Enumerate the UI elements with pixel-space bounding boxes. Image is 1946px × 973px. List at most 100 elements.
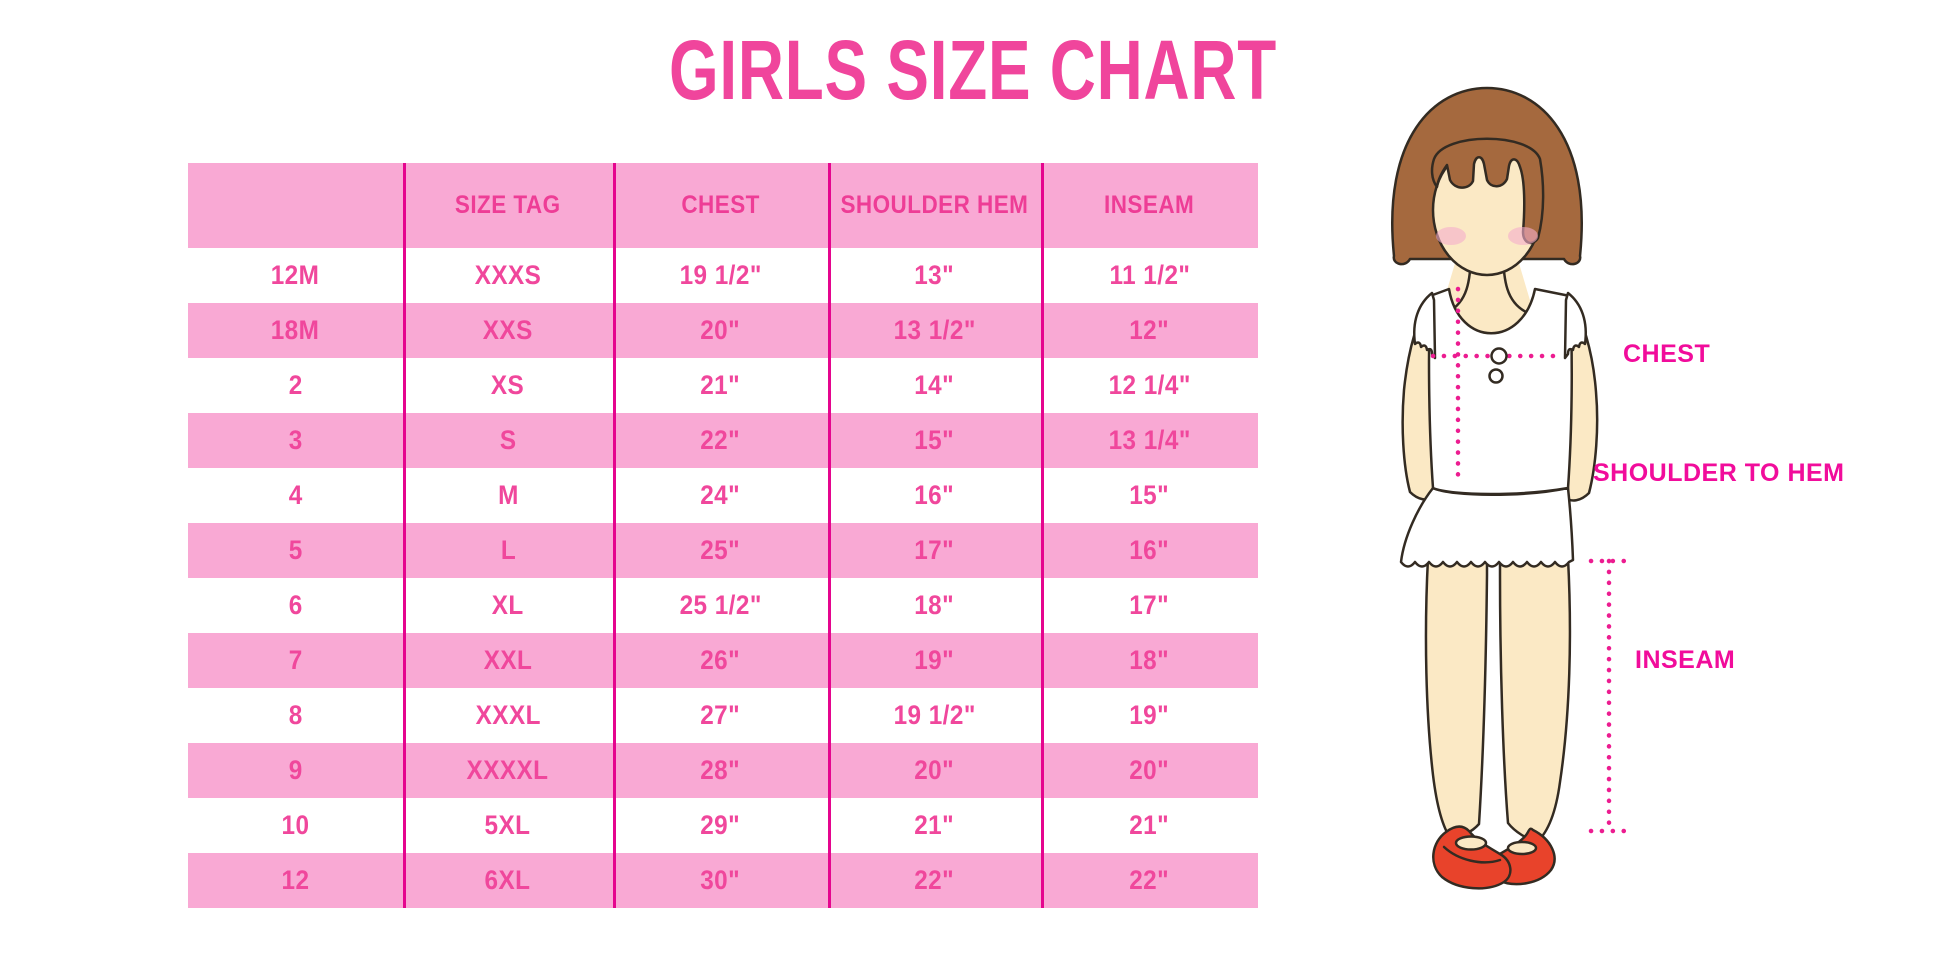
table-row: 12M XXXS 19 1/2" 13" 11 1/2" xyxy=(188,248,1258,303)
table-row: 2 XS 21" 14" 12 1/4" xyxy=(188,358,1258,413)
table-cell: 28" xyxy=(700,755,741,785)
table-row: 10 5XL 29" 21" 21" xyxy=(188,798,1258,853)
table-cell: 25 1/2" xyxy=(679,590,762,620)
table-cell: 15" xyxy=(1129,480,1170,510)
table-cell: 27" xyxy=(700,700,741,730)
table-cell: L xyxy=(500,535,516,565)
table-cell: 5 xyxy=(288,535,303,565)
shoulder-to-hem-measurement-label: SHOULDER TO HEM xyxy=(1593,459,1845,487)
table-cell: 7 xyxy=(288,645,303,675)
table-header-cell: INSEAM xyxy=(1104,191,1195,219)
table-cell: 14" xyxy=(914,370,955,400)
table-cell: 18" xyxy=(914,590,955,620)
table-cell: 19" xyxy=(1129,700,1170,730)
table-cell: 15" xyxy=(914,425,955,455)
table-cell: 18" xyxy=(1129,645,1170,675)
table-cell: 18M xyxy=(271,315,320,345)
column-divider xyxy=(403,163,406,908)
table-cell: 16" xyxy=(1129,535,1170,565)
table-cell: 30" xyxy=(700,865,741,895)
table-cell: 3 xyxy=(288,425,303,455)
table-cell: XL xyxy=(492,590,524,620)
table-cell: 24" xyxy=(700,480,741,510)
table-row: 9 XXXXL 28" 20" 20" xyxy=(188,743,1258,798)
table-cell: 12 xyxy=(281,865,310,895)
hair-bangs xyxy=(1430,137,1545,245)
table-cell: 12M xyxy=(271,260,320,290)
table-cell: 21" xyxy=(1129,810,1170,840)
table-cell: 20" xyxy=(700,315,741,345)
table-cell: 13 1/4" xyxy=(1108,425,1191,455)
table-cell: 6XL xyxy=(485,865,531,895)
inseam-measurement-label: INSEAM xyxy=(1635,646,1736,674)
table-cell: 20" xyxy=(1129,755,1170,785)
table-row: 7 XXL 26" 19" 18" xyxy=(188,633,1258,688)
table-cell: 20" xyxy=(914,755,955,785)
left-shoe xyxy=(1432,825,1512,890)
table-row: 6 XL 25 1/2" 18" 17" xyxy=(188,578,1258,633)
girl-illustration-svg xyxy=(1391,86,1629,890)
table-cell: 9 xyxy=(288,755,303,785)
left-leg xyxy=(1424,556,1489,841)
table-cell: 13 1/2" xyxy=(893,315,976,345)
left-foot xyxy=(1454,835,1488,851)
table-cell: 10 xyxy=(281,810,310,840)
table-header-cell xyxy=(188,163,403,248)
page-title-text: GIRLS SIZE CHART xyxy=(668,23,1277,117)
table-cell: 25" xyxy=(700,535,741,565)
table-cell: XXS xyxy=(483,315,533,345)
table-header-cell: SIZE TAG xyxy=(455,191,561,219)
table-cell: 19" xyxy=(914,645,955,675)
column-divider xyxy=(828,163,831,908)
table-cell: 19 1/2" xyxy=(679,260,762,290)
table-cell: 11 1/2" xyxy=(1109,260,1190,290)
table-row: 4 M 24" 16" 15" xyxy=(188,468,1258,523)
table-cell: 6 xyxy=(288,590,303,620)
table-cell: 29" xyxy=(700,810,741,840)
table-cell: M xyxy=(497,480,519,510)
table-cell: 21" xyxy=(700,370,741,400)
table-header-cell: CHEST xyxy=(681,191,760,219)
table-cell: 16" xyxy=(914,480,955,510)
table-cell: 4 xyxy=(288,480,303,510)
table-cell: XS xyxy=(491,370,525,400)
top-button xyxy=(1490,347,1508,365)
column-divider xyxy=(1041,163,1044,908)
table-header-cell: SHOULDER HEM xyxy=(840,191,1029,219)
left-shoulder-ruffle xyxy=(1413,291,1437,360)
table-cell: XXL xyxy=(483,645,533,675)
table-cell: 12 1/4" xyxy=(1108,370,1191,400)
table-cell: 22" xyxy=(914,865,955,895)
bodice xyxy=(1427,287,1573,496)
table-cell: 21" xyxy=(914,810,955,840)
right-leg xyxy=(1498,556,1572,844)
table-row: 3 S 22" 15" 13 1/4" xyxy=(188,413,1258,468)
table-cell: 5XL xyxy=(485,810,531,840)
right-shoulder-ruffle xyxy=(1563,291,1587,360)
table-cell: 22" xyxy=(1129,865,1170,895)
left-blush xyxy=(1436,227,1466,245)
table-cell: XXXS xyxy=(474,260,542,290)
table-cell: XXXL xyxy=(475,700,541,730)
table-cell: 12" xyxy=(1129,315,1170,345)
table-cell: 22" xyxy=(700,425,741,455)
column-divider xyxy=(613,163,616,908)
table-cell: 8 xyxy=(288,700,303,730)
table-cell: S xyxy=(499,425,517,455)
table-row: 5 L 25" 17" 16" xyxy=(188,523,1258,578)
right-foot xyxy=(1506,840,1538,856)
table-row: 12 6XL 30" 22" 22" xyxy=(188,853,1258,908)
size-chart-table: SIZE TAG CHEST SHOULDER HEM INSEAM 12M XXXS 19… xyxy=(188,163,1258,908)
table-header-row: SIZE TAG CHEST SHOULDER HEM INSEAM xyxy=(188,163,1258,248)
table-cell: 13" xyxy=(914,260,955,290)
table-row: 18M XXS 20" 13 1/2" 12" xyxy=(188,303,1258,358)
bottom-button xyxy=(1488,368,1504,384)
left-shoe-strap xyxy=(1442,845,1502,864)
page-title: GIRLS SIZE CHART xyxy=(0,22,1946,119)
table-cell: 19 1/2" xyxy=(893,700,976,730)
chest-measurement-label: CHEST xyxy=(1623,340,1711,368)
table-cell: 26" xyxy=(700,645,741,675)
table-cell: 2 xyxy=(288,370,303,400)
right-blush xyxy=(1508,227,1538,245)
